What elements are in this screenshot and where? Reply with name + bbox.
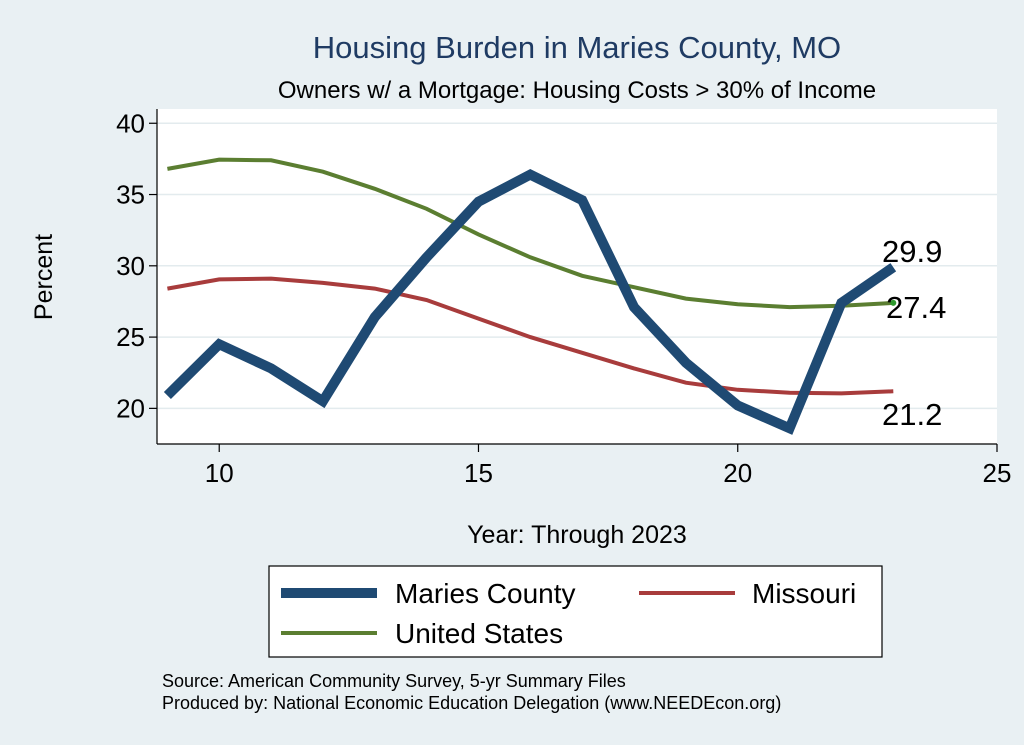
legend: Maries County Missouri United States <box>268 565 883 658</box>
us-end-marker <box>890 299 897 306</box>
source-line-2: Produced by: National Economic Education… <box>162 693 781 713</box>
chart-title: Housing Burden in Maries County, MO <box>313 30 841 65</box>
legend-label-maries: Maries County <box>395 578 576 609</box>
x-ticks: 10 15 20 25 <box>205 444 1012 488</box>
y-ticks: 20 25 30 35 40 <box>116 108 157 423</box>
legend-label-missouri: Missouri <box>752 578 856 609</box>
y-tick-label: 25 <box>116 322 145 352</box>
series-line-united-states <box>167 157 894 310</box>
series-line-missouri <box>167 276 894 396</box>
series-lines <box>163 157 897 435</box>
y-tick-label: 35 <box>116 180 145 210</box>
x-tick-label: 10 <box>205 458 234 488</box>
end-label-missouri: 21.2 <box>882 397 942 432</box>
chart-subtitle: Owners w/ a Mortgage: Housing Costs > 30… <box>278 77 876 104</box>
y-axis-label: Percent <box>30 234 58 320</box>
x-tick-label: 15 <box>464 458 493 488</box>
legend-label-us: United States <box>395 618 563 649</box>
x-tick-label: 25 <box>983 458 1012 488</box>
x-tick-label: 20 <box>723 458 752 488</box>
y-tick-label: 30 <box>116 251 145 281</box>
end-label-maries-county: 29.9 <box>882 234 942 269</box>
axes <box>156 109 997 445</box>
legend-box <box>268 565 883 658</box>
y-tick-label: 20 <box>116 393 145 423</box>
end-labels: 29.9 27.4 21.2 <box>882 234 946 432</box>
source-line-1: Source: American Community Survey, 5-yr … <box>162 671 626 691</box>
y-tick-label: 40 <box>116 108 145 138</box>
series-line-maries-county <box>163 168 897 435</box>
end-label-united-states: 27.4 <box>886 290 946 325</box>
x-axis-label: Year: Through 2023 <box>467 521 687 549</box>
